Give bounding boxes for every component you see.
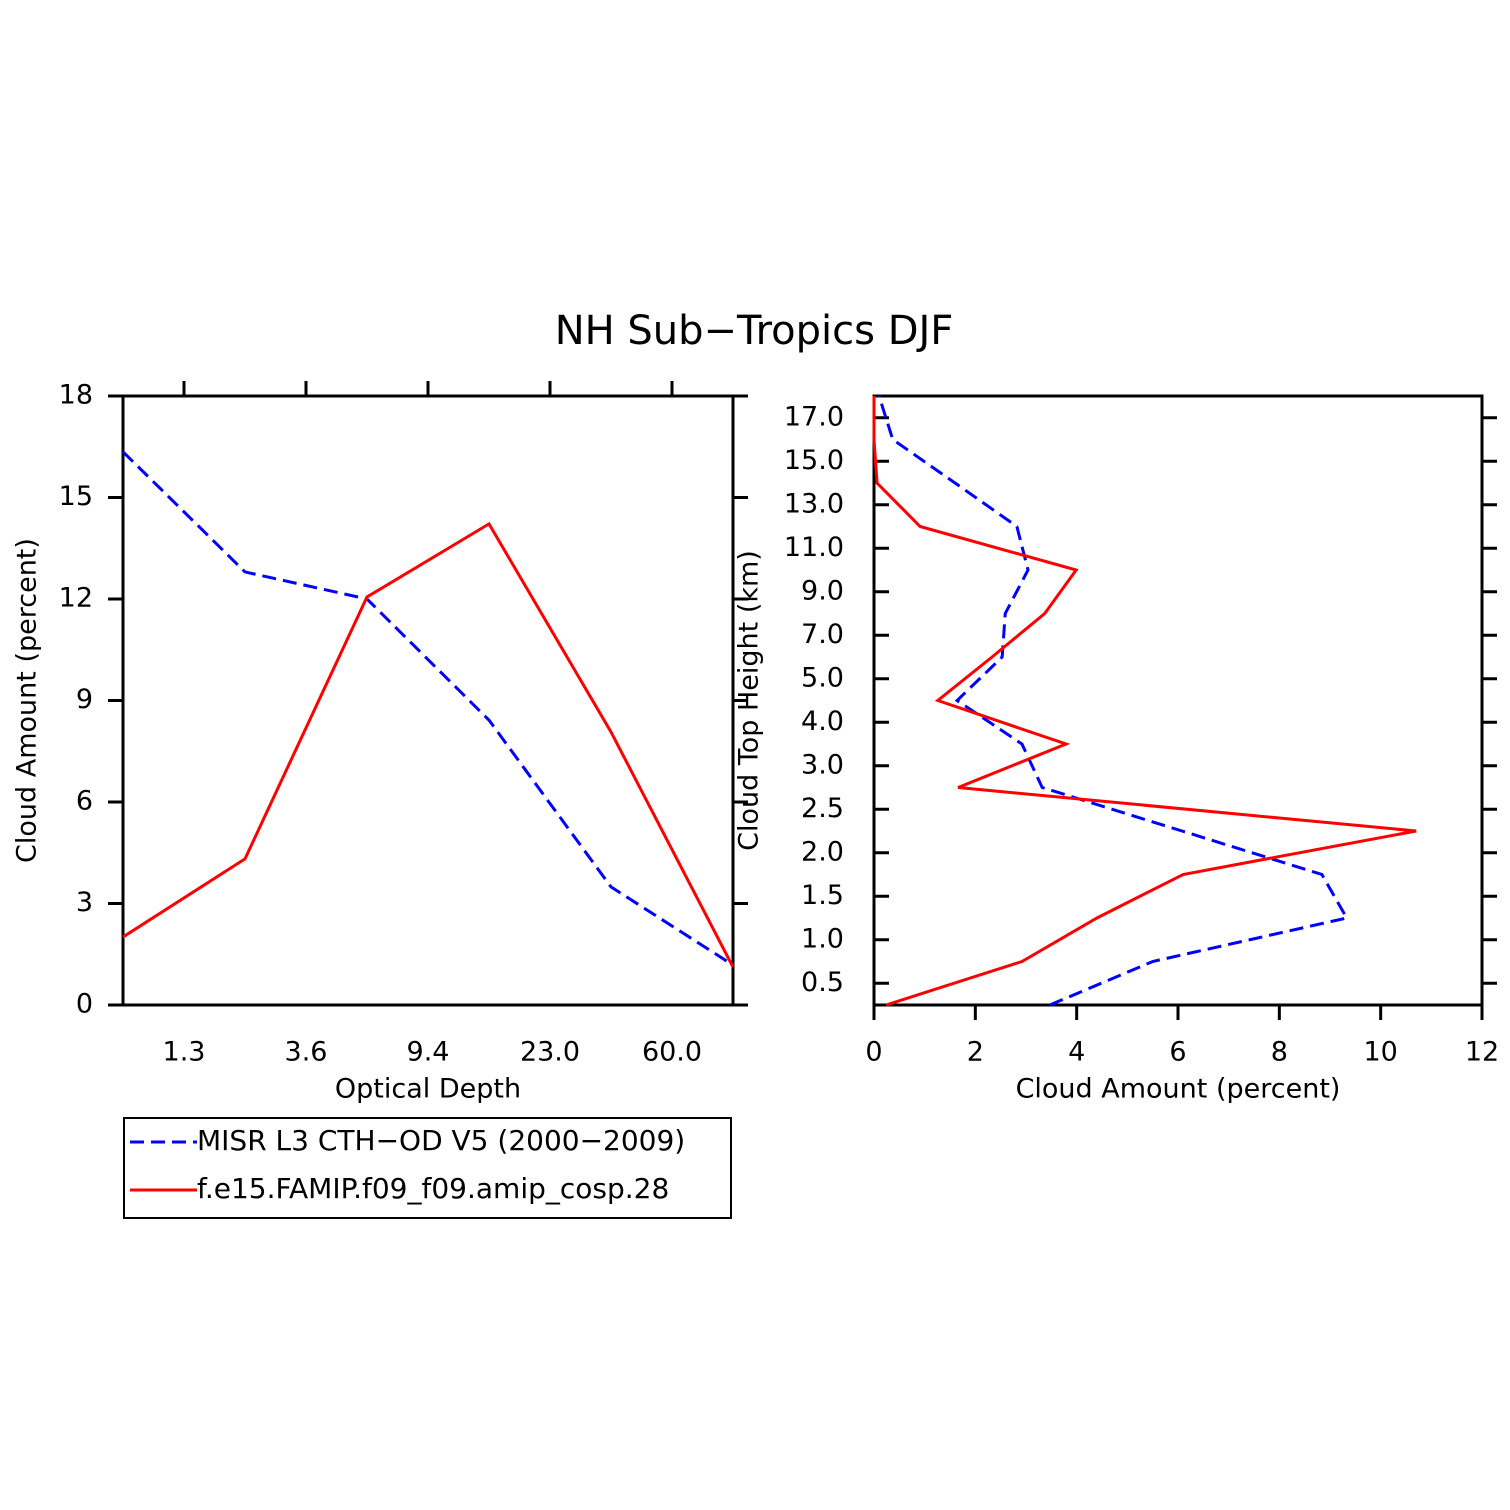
series-line — [122, 521, 735, 968]
y-tick-label: 9.0 — [801, 575, 844, 606]
plot-frame — [872, 394, 1484, 1007]
y-tick-label: 5.0 — [801, 662, 844, 693]
y-tick-label: 11.0 — [784, 532, 844, 563]
y-tick-label: 3 — [76, 887, 93, 918]
series-line — [872, 396, 1417, 1007]
y-tick-label: 15 — [59, 481, 93, 512]
y-tick-label: 9 — [76, 684, 93, 715]
y-tick-label: 2.5 — [801, 793, 844, 824]
y-tick-label: 0 — [76, 989, 93, 1020]
legend-label: MISR L3 CTH−OD V5 (2000−2009) — [197, 1124, 685, 1157]
legend-box — [123, 1117, 732, 1219]
chart-title: NH Sub−Tropics DJF — [555, 308, 954, 354]
y-tick-label: 0.5 — [801, 967, 844, 998]
x-tick-label: 9.4 — [407, 1037, 450, 1068]
x-tick-label: 12 — [1465, 1037, 1499, 1068]
x-axis-label: Optical Depth — [335, 1074, 521, 1105]
y-tick-label: 3.0 — [801, 749, 844, 780]
y-tick-label: 18 — [59, 380, 93, 411]
y-tick-label: 1.5 — [801, 880, 844, 911]
y-tick-label: 6 — [76, 786, 93, 817]
y-axis-label: Cloud Top Height (km) — [734, 550, 765, 851]
y-tick-label: 17.0 — [784, 401, 844, 432]
y-tick-label: 12 — [59, 583, 93, 614]
series-line — [121, 450, 734, 967]
x-tick-label: 0 — [865, 1037, 882, 1068]
y-tick-label: 4.0 — [801, 706, 844, 737]
x-axis-label: Cloud Amount (percent) — [1016, 1074, 1341, 1105]
x-tick-label: 8 — [1271, 1037, 1288, 1068]
x-tick-label: 1.3 — [163, 1037, 206, 1068]
plot-frame — [121, 394, 735, 1007]
x-tick-label: 6 — [1169, 1037, 1186, 1068]
legend-label: f.e15.FAMIP.f09_f09.amip_cosp.28 — [197, 1172, 669, 1205]
x-tick-label: 4 — [1068, 1037, 1085, 1068]
x-tick-label: 2 — [967, 1037, 984, 1068]
y-tick-label: 7.0 — [801, 619, 844, 650]
x-tick-label: 23.0 — [520, 1037, 580, 1068]
y-tick-label: 2.0 — [801, 836, 844, 867]
y-tick-label: 1.0 — [801, 923, 844, 954]
x-tick-label: 60.0 — [642, 1037, 702, 1068]
series-line — [877, 395, 1350, 1007]
y-tick-label: 13.0 — [784, 488, 844, 519]
y-axis-label: Cloud Amount (percent) — [12, 538, 43, 863]
x-tick-label: 10 — [1363, 1037, 1397, 1068]
y-tick-label: 15.0 — [784, 445, 844, 476]
x-tick-label: 3.6 — [285, 1037, 328, 1068]
